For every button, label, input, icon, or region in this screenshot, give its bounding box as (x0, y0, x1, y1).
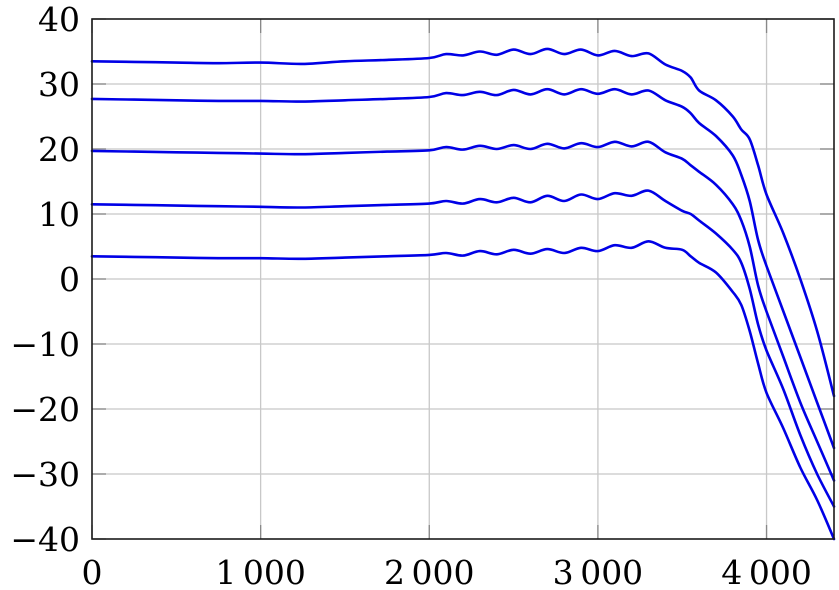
y-tick-label: 10 (38, 195, 80, 234)
series-line-curve-1 (90, 47, 836, 398)
y-tick-label: 30 (38, 65, 80, 104)
y-tick-label: 40 (38, 0, 80, 39)
x-tick-label: 0 (82, 553, 103, 590)
x-axis-tick-labels: 0 1 000 2 000 3 000 4 000 (82, 553, 812, 590)
grid-lines (91, 18, 834, 540)
series-line-curve-3 (90, 140, 836, 482)
y-tick-label: −10 (10, 325, 80, 364)
y-axis-tick-labels: −40 −30 −20 −10 0 10 20 30 40 (10, 0, 80, 559)
x-tick-label: 3 000 (553, 553, 644, 590)
y-tick-label: 0 (59, 260, 80, 299)
y-tick-label: −20 (10, 390, 80, 429)
series-lines (90, 47, 836, 541)
x-tick-label: 1 000 (215, 553, 306, 590)
y-tick-label: −40 (10, 520, 80, 559)
series-line-curve-4 (90, 189, 836, 508)
series-line-curve-5 (90, 240, 836, 541)
x-tick-label: 2 000 (384, 553, 475, 590)
y-tick-label: 20 (38, 130, 80, 169)
series-line-curve-2 (90, 87, 836, 450)
x-tick-label: 4 000 (721, 553, 812, 590)
plot-frame (91, 18, 835, 540)
y-tick-label: −30 (10, 455, 80, 494)
